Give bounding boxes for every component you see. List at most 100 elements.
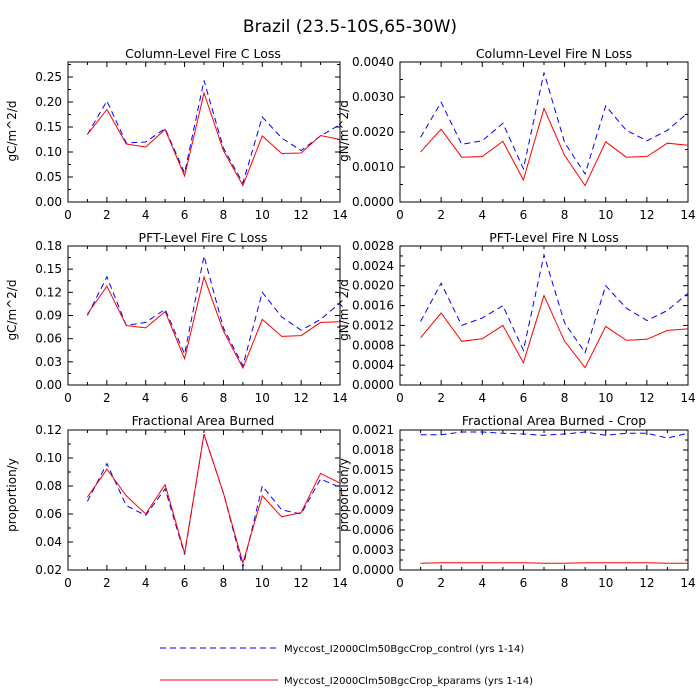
panel-fractional-area-burned: Fractional Area Burned proportion/y 0 2 4 6…	[5, 413, 348, 590]
panel-title: Column-Level Fire N Loss	[476, 46, 632, 61]
plot-frame	[67, 429, 341, 571]
y-tick-label: 0.10	[35, 451, 62, 465]
x-tick-label: 8	[220, 391, 228, 405]
plot-area: 0 2 4 6 8 10 12 14 0.0000 0.0003 0.0006 0.0009 0.001…	[352, 423, 696, 590]
x-tick-label: 2	[103, 576, 111, 590]
panel-title: Fractional Area Burned	[132, 413, 275, 428]
plot-frame	[67, 245, 341, 386]
x-tick-label: 14	[332, 391, 347, 405]
series-line-control	[86, 434, 341, 568]
panel-title: PFT-Level Fire N Loss	[489, 230, 619, 245]
series-line-control	[420, 252, 689, 354]
panel-pft-n-loss: PFT-Level Fire N Loss gN/m^2/d 0 2 4 6 8 10 12…	[337, 230, 696, 405]
x-tick-label: 2	[103, 208, 111, 222]
y-tick-label: 0.0021	[352, 423, 394, 437]
y-tick-label: 0.06	[35, 507, 62, 521]
x-tick-label: 4	[478, 391, 486, 405]
plot-area: 0 2 4 6 8 10 12 14 0.02 0.04 0.06 0.08 0.10 0.12	[35, 423, 347, 590]
x-tick-label: 10	[598, 208, 613, 222]
y-tick-label: 0.12	[35, 285, 62, 299]
x-tick-label: 6	[520, 208, 528, 222]
x-tick-label: 0	[396, 391, 404, 405]
x-tick-label: 8	[220, 576, 228, 590]
x-tick-label: 10	[598, 391, 613, 405]
y-tick-label: 0.0003	[352, 543, 394, 557]
x-tick-label: 6	[520, 576, 528, 590]
y-tick-label: 0.0040	[352, 55, 394, 69]
series-line-kparams	[86, 275, 341, 370]
y-tick-label: 0.0020	[352, 125, 394, 139]
x-tick-label: 12	[294, 208, 309, 222]
series-line-kparams	[420, 562, 688, 564]
plot-area: 0 2 4 6 8 10 12 14 0.00 0.03 0.06 0.09 0.12 0.15 0.18	[35, 239, 347, 405]
x-tick-label: 0	[396, 208, 404, 222]
series-line-kparams	[86, 434, 341, 565]
y-tick-label: 0.0000	[352, 195, 394, 209]
y-tick-label: 0.0030	[352, 90, 394, 104]
panel-pft-c-loss: PFT-Level Fire C Loss gC/m^2/d 0 2 4 6 8 10 12…	[5, 230, 348, 405]
y-tick-label: 0.03	[35, 355, 62, 369]
y-tick-label: 0.06	[35, 332, 62, 346]
x-tick-label: 4	[478, 576, 486, 590]
panel-column-c-loss: Column-Level Fire C Loss gC/m^2/d 0 2 4 6 8 1…	[5, 46, 348, 222]
x-tick-label: 12	[294, 391, 309, 405]
x-tick-label: 8	[561, 576, 569, 590]
y-tick-label: 0.09	[35, 309, 62, 323]
series-line-kparams	[87, 91, 341, 187]
y-tick-label: 0.00	[35, 195, 62, 209]
legend-label-control: Myccost_I2000Clm50BgcCrop_control (yrs 1…	[284, 644, 524, 655]
y-tick-label: 0.0015	[352, 463, 394, 477]
x-tick-label: 14	[680, 391, 695, 405]
legend-label-kparams: Myccost_I2000Clm50BgcCrop_kparams (yrs 1…	[284, 676, 533, 687]
series-line-control	[420, 431, 689, 439]
x-tick-label: 14	[680, 208, 695, 222]
x-tick-label: 10	[255, 391, 270, 405]
y-tick-label: 0.0010	[352, 160, 394, 174]
y-tick-label: 0.0012	[352, 318, 394, 332]
x-tick-label: 12	[639, 576, 654, 590]
y-tick-label: 0.0009	[352, 503, 394, 517]
series-line-control	[420, 72, 689, 176]
series-line-kparams	[420, 294, 689, 369]
series-line-kparams	[420, 107, 689, 187]
y-axis-label: gN/m^2/d	[337, 100, 351, 162]
y-axis-label: gN/m^2/d	[337, 279, 351, 341]
panel-fractional-area-burned-crop: Fractional Area Burned - Crop proportion…	[337, 413, 696, 590]
figure-title: Brazil (23.5-10S,65-30W)	[243, 17, 457, 37]
x-tick-label: 12	[639, 391, 654, 405]
y-tick-label: 0.0006	[352, 523, 394, 537]
plot-frame	[67, 61, 341, 203]
series-line-control	[86, 80, 341, 185]
y-tick-label: 0.0020	[352, 279, 394, 293]
x-tick-label: 14	[332, 576, 347, 590]
plot-area: 0 2 4 6 8 10 12 14 0.0000 0.0010 0.0020 0.0030 0.004…	[352, 55, 696, 222]
x-tick-label: 0	[64, 391, 72, 405]
y-tick-label: 0.00	[35, 378, 62, 392]
y-tick-label: 0.0018	[352, 443, 394, 457]
y-tick-label: 0.08	[35, 479, 62, 493]
x-tick-label: 6	[181, 208, 189, 222]
x-tick-label: 4	[142, 208, 150, 222]
x-tick-label: 12	[294, 576, 309, 590]
x-tick-label: 10	[255, 208, 270, 222]
y-tick-label: 0.0012	[352, 483, 394, 497]
x-tick-label: 12	[639, 208, 654, 222]
panel-column-n-loss: Column-Level Fire N Loss gN/m^2/d 0 2 4 6 8 1…	[337, 46, 696, 222]
x-tick-label: 8	[561, 208, 569, 222]
plot-area: 0 2 4 6 8 10 12 14 0.00 0.05 0.10 0.15 0.20 0.25	[35, 61, 348, 222]
x-tick-label: 14	[332, 208, 347, 222]
y-tick-label: 0.05	[35, 170, 62, 184]
x-tick-label: 2	[437, 391, 445, 405]
y-tick-label: 0.04	[35, 535, 62, 549]
y-axis-label: proportion/y	[5, 458, 19, 532]
y-tick-label: 0.20	[35, 95, 62, 109]
y-tick-label: 0.0000	[352, 378, 394, 392]
x-tick-label: 0	[396, 576, 404, 590]
x-tick-label: 14	[680, 576, 695, 590]
y-axis-label: gC/m^2/d	[5, 279, 19, 340]
plot-frame	[399, 429, 689, 571]
series-line-control	[86, 255, 341, 368]
x-tick-label: 6	[181, 576, 189, 590]
y-tick-label: 0.25	[35, 70, 62, 84]
